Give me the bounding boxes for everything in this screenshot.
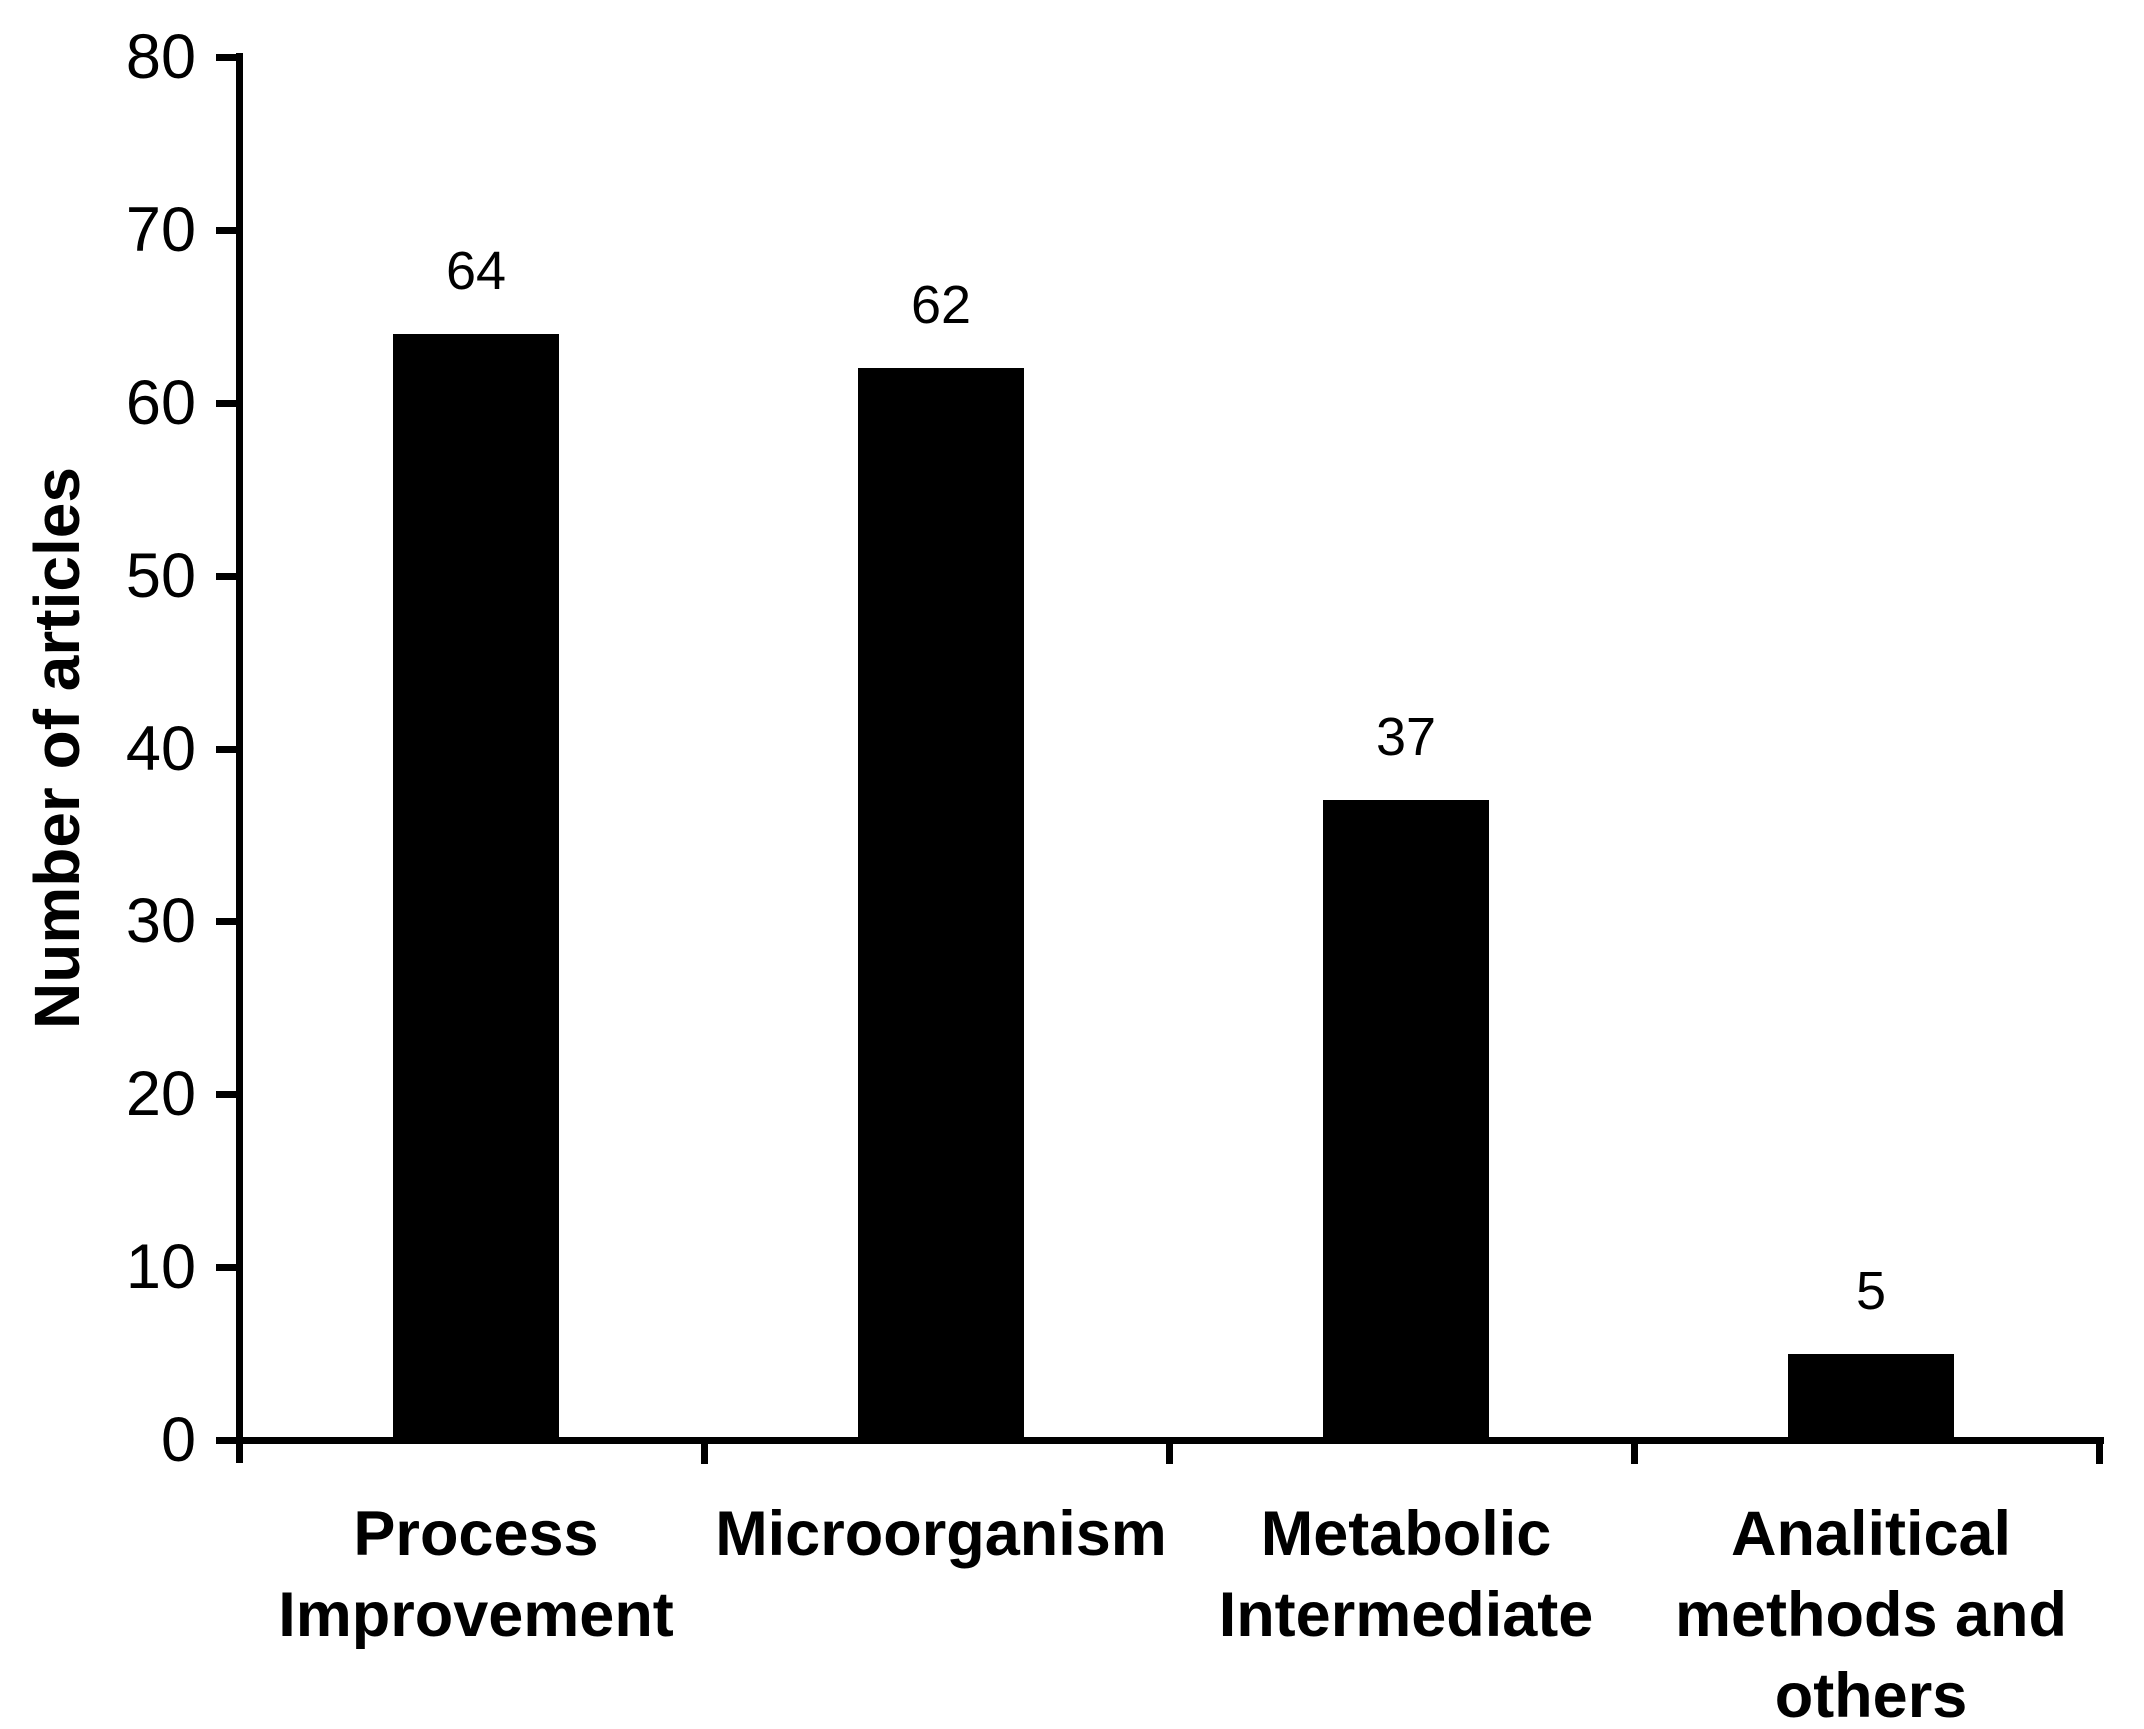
value-label-analitical-methods-and-others: 5 (1855, 1261, 1887, 1321)
bar-microorganism (858, 368, 1024, 1440)
bar-process-improvement (393, 334, 559, 1440)
y-tick-label-20: 20 (125, 1059, 196, 1129)
y-tick-0 (216, 1437, 243, 1444)
y-tick-20 (216, 1091, 243, 1098)
y-tick-10 (216, 1264, 243, 1271)
y-tick-label-10: 10 (125, 1232, 196, 1302)
x-boundary-tick-1 (701, 1444, 708, 1464)
category-label-analitical-methods-and-others: Analitical methods and others (1674, 1499, 2068, 1729)
y-tick-80 (216, 54, 243, 61)
y-tick-label-30: 30 (125, 886, 196, 956)
y-tick-label-0: 0 (160, 1405, 196, 1475)
bar-analitical-methods-and-others (1788, 1354, 1954, 1440)
y-axis-line (236, 53, 243, 1463)
x-axis-line (236, 1437, 2104, 1444)
category-label-process-improvement: Process Improvement (278, 1499, 674, 1650)
y-tick-60 (216, 400, 243, 407)
y-tick-label-80: 80 (125, 22, 196, 92)
y-tick-label-40: 40 (125, 714, 196, 784)
y-tick-30 (216, 918, 243, 925)
y-tick-40 (216, 746, 243, 753)
value-label-microorganism: 62 (910, 275, 972, 335)
y-tick-label-70: 70 (125, 195, 196, 265)
y-tick-70 (216, 227, 243, 234)
x-boundary-tick-4 (2096, 1444, 2103, 1464)
bar-metabolic-intermediate (1323, 800, 1489, 1440)
y-tick-50 (216, 573, 243, 580)
category-label-microorganism: Microorganism (715, 1499, 1167, 1569)
x-boundary-tick-3 (1631, 1444, 1638, 1464)
y-tick-label-50: 50 (125, 541, 196, 611)
value-label-process-improvement: 64 (445, 241, 507, 301)
value-label-metabolic-intermediate: 37 (1375, 707, 1437, 767)
y-tick-label-60: 60 (125, 368, 196, 438)
category-label-metabolic-intermediate: Metabolic Intermediate (1218, 1499, 1594, 1650)
x-boundary-tick-2 (1166, 1444, 1173, 1464)
